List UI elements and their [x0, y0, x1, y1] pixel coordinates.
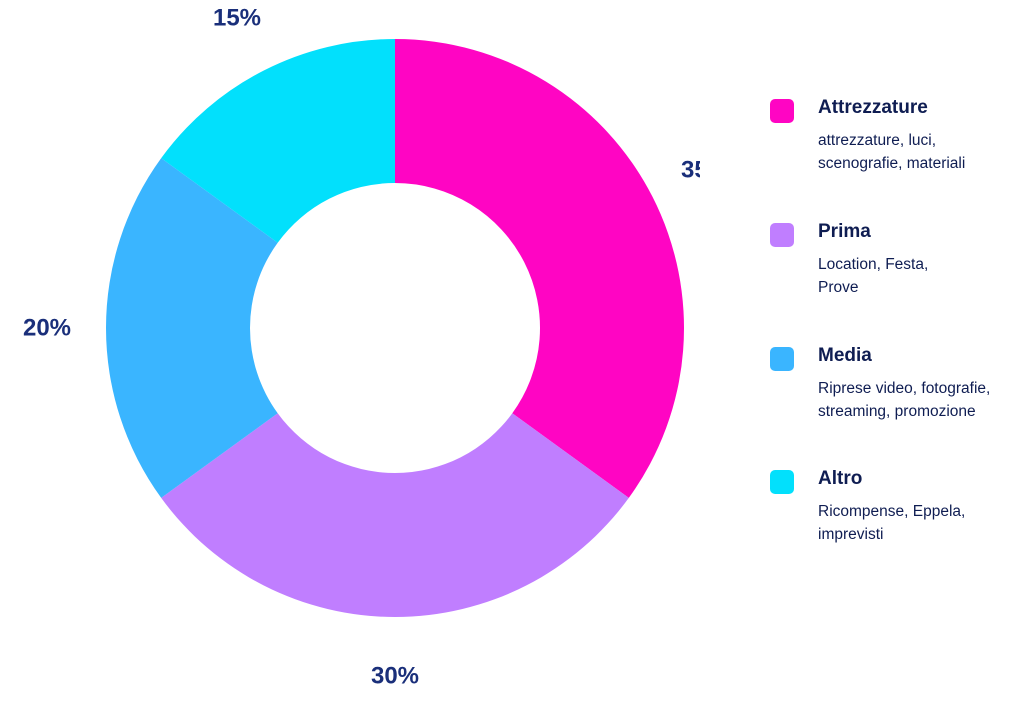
slice-value-label: 15% [213, 4, 261, 31]
legend-title: Media [818, 345, 872, 366]
legend-description-line: Ricompense, Eppela, [818, 503, 966, 520]
legend-swatch [770, 99, 794, 123]
legend-title: Altro [818, 468, 863, 489]
legend-description-line: imprevisti [818, 526, 884, 543]
slice-value-label: 30% [371, 663, 419, 690]
legend-swatch [770, 470, 794, 494]
legend-description: Riprese video, fotografie, streaming, pr… [818, 377, 1018, 423]
legend-description: attrezzature, luci, scenografie, materia… [818, 129, 1018, 175]
legend-description-line: attrezzature, luci, [818, 132, 937, 149]
legend-description: Ricompense, Eppela, imprevisti [818, 500, 1018, 546]
legend-description-line: Riprese video, fotografie, [818, 380, 991, 397]
legend-description-line: streaming, promozione [818, 403, 976, 420]
legend-title: Attrezzature [818, 97, 928, 118]
legend-title: Prima [818, 221, 871, 242]
slice-value-label: 20% [23, 315, 71, 342]
legend-swatch [770, 223, 794, 247]
legend-description-line: scenografie, materiali [818, 155, 966, 172]
legend-swatch [770, 347, 794, 371]
legend-description: Location, Festa, Prove [818, 253, 1018, 299]
slice-value-label: 35% [681, 157, 700, 184]
pie-slice-altro [161, 39, 395, 243]
donut-chart: 35% 30% 20% 15% [23, 4, 700, 690]
pie-slice-media [106, 158, 278, 498]
pie-slice-attrezzature [395, 39, 684, 498]
legend-description-line: Location, Festa, [818, 256, 929, 273]
legend-description-line: Prove [818, 279, 859, 296]
pie-slice-prima [161, 413, 629, 617]
